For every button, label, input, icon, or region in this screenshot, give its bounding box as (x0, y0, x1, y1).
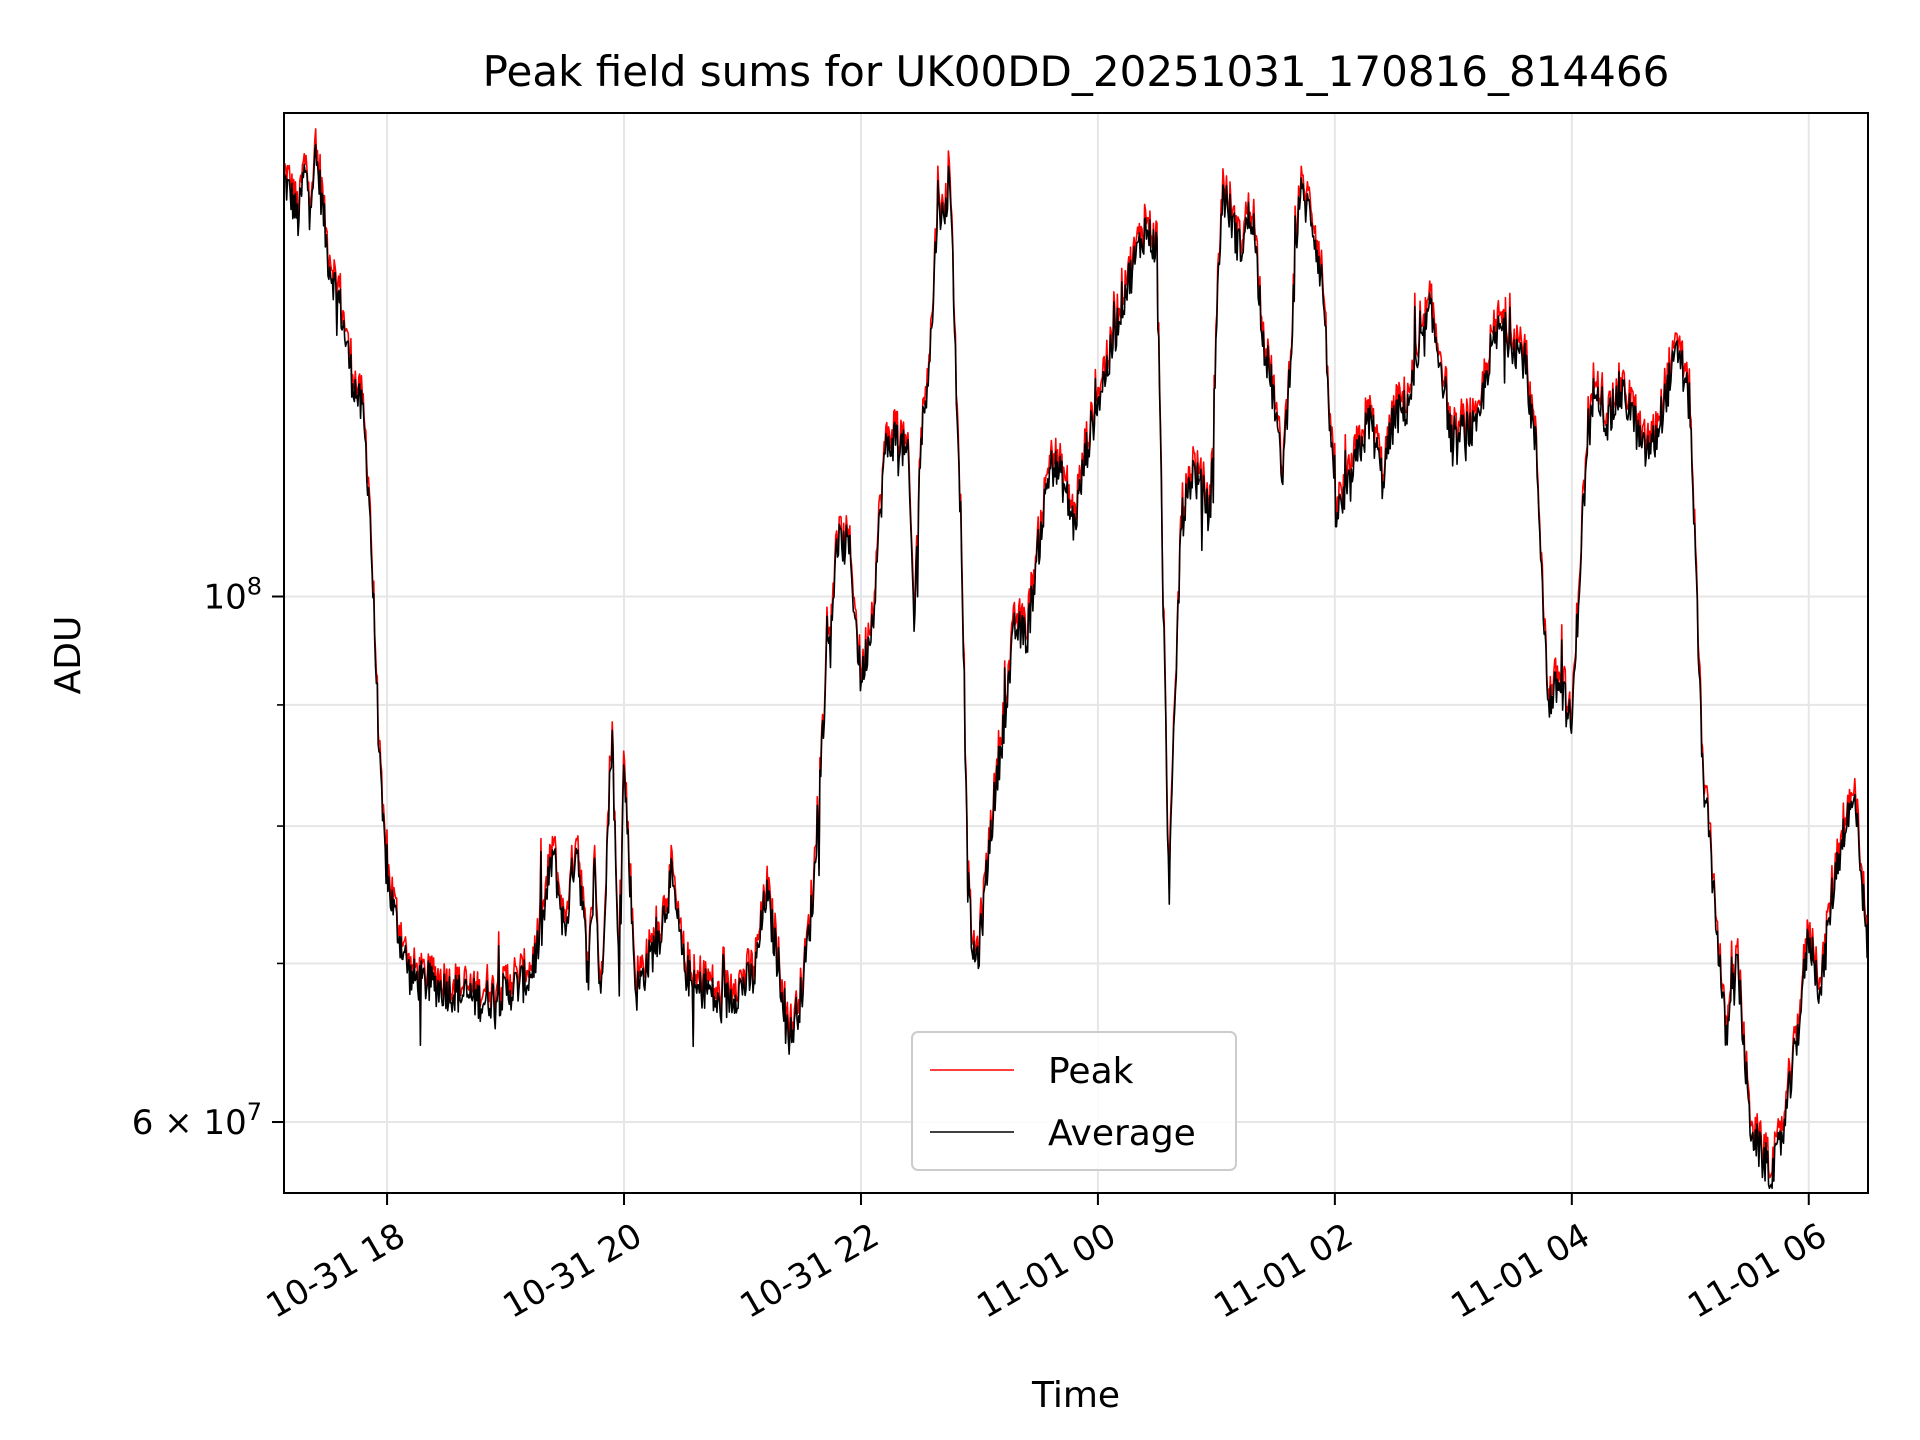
legend-peak-label: Peak (1048, 1051, 1134, 1092)
y-tick-label: 6 × 107 (132, 1098, 262, 1143)
x-axis-label: Time (1031, 1375, 1120, 1416)
series-average (283, 143, 1869, 1190)
legend-box (911, 1031, 1237, 1171)
series-lines (283, 128, 1869, 1190)
y-axis-label: ADU (48, 616, 89, 695)
legend-average-label: Average (1048, 1113, 1196, 1154)
legend: Peak Average (911, 1031, 1237, 1171)
plot-frame (283, 112, 1869, 1194)
chart-title: Peak field sums for UK00DD_20251031_1708… (483, 47, 1670, 96)
y-ticks: 6 × 107 108 (132, 573, 284, 1143)
y-tick-label: 108 (203, 573, 262, 618)
grid (284, 113, 1868, 1193)
